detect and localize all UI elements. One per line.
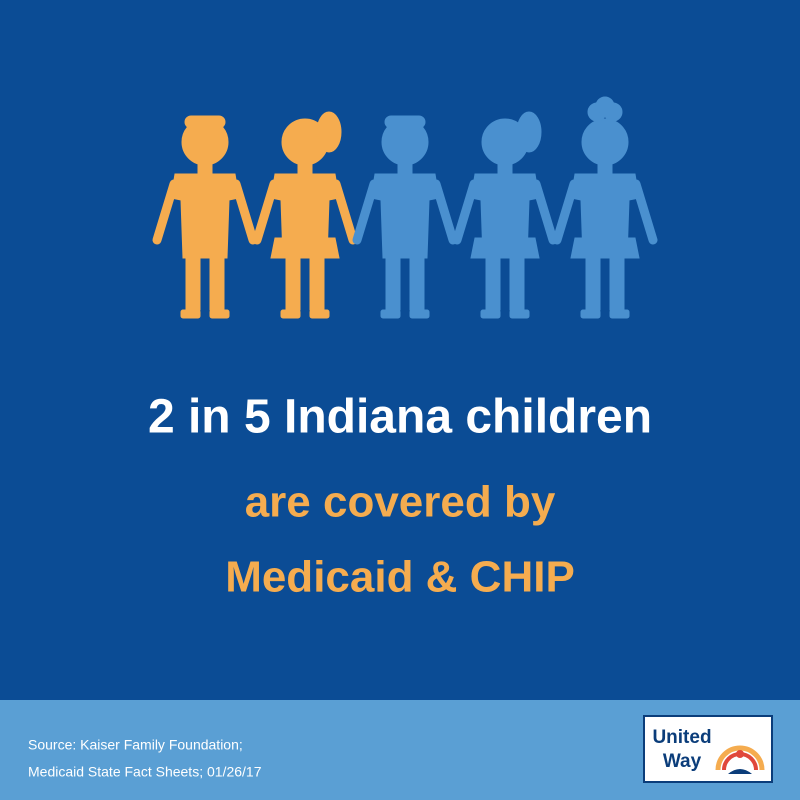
headline: 2 in 5 Indiana children xyxy=(148,391,652,444)
child-icon xyxy=(357,116,453,318)
logo-text: United xyxy=(652,727,711,748)
child-icon xyxy=(257,111,353,318)
source-text: Medicaid State Fact Sheets; 01/26/17 xyxy=(28,764,262,780)
logo-text: Way xyxy=(663,751,702,772)
logo: United Way xyxy=(643,715,773,783)
child-icon xyxy=(557,96,653,318)
source-text: Source: Kaiser Family Foundation; xyxy=(28,737,243,753)
child-icon xyxy=(457,111,553,318)
children-icons xyxy=(157,96,653,318)
subline: Medicaid & CHIP xyxy=(225,553,575,602)
subline: are covered by xyxy=(245,478,556,527)
child-icon xyxy=(157,116,253,318)
